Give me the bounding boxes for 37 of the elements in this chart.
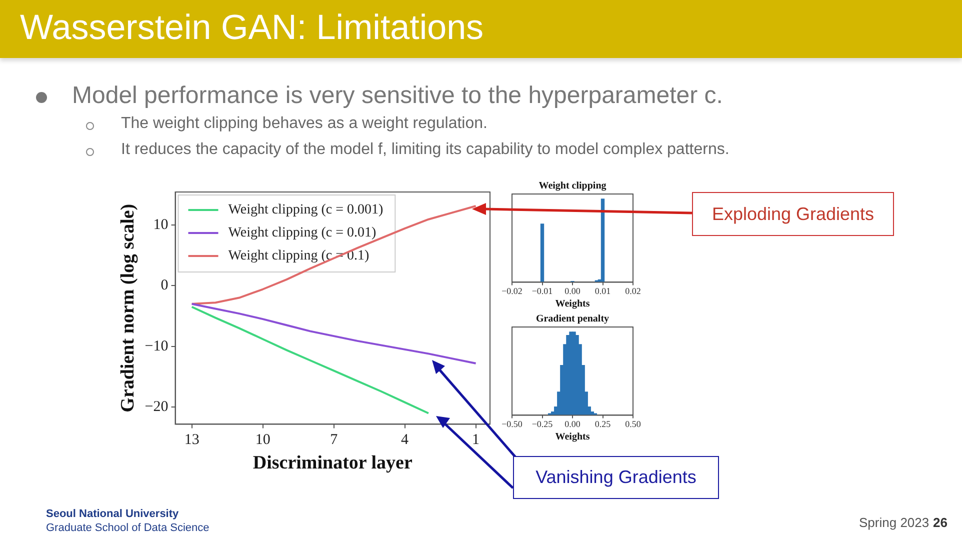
text: Seoul National University [46, 508, 179, 520]
y-tick-label: 0 [160, 278, 168, 294]
text: Model performance is very sensitive to the hyperparameter c. [72, 82, 723, 110]
x-tick-label: 0.50 [625, 418, 642, 429]
x-tick-label: 10 [255, 432, 270, 448]
chart-title: Wasserstein GAN: Limitations [20, 8, 484, 48]
legend-label: Weight clipping (c = 0.01) [228, 226, 376, 241]
x-tick-label: −0.01 [532, 286, 553, 296]
x-tick-label: 0.00 [564, 286, 581, 296]
x-tick-label: 7 [330, 432, 338, 448]
x-axis-title: Discriminator layer [252, 452, 413, 474]
chart-title: Weight clipping [538, 180, 606, 192]
x-tick-label: −0.02 [502, 286, 522, 296]
y-tick-label: −10 [144, 338, 168, 354]
x-tick-label: 1 [472, 432, 480, 448]
text: It reduces the capacity of the model f, limiting its capability to model complex patterns. [121, 141, 730, 159]
text: Graduate School of Data Science [46, 522, 210, 534]
text: Exploding Gradients [692, 192, 894, 236]
x-tick-label: −0.25 [532, 418, 554, 429]
x-tick-label: 0.25 [594, 418, 612, 429]
text: Vanishing Gradients [513, 456, 719, 499]
y-tick-label: −20 [144, 399, 168, 416]
chart-title: Gradient penalty [536, 314, 610, 325]
x-axis-title: Weights [555, 298, 590, 310]
text: 26 [933, 515, 948, 530]
x-axis-title: Weights [555, 432, 590, 443]
text: The weight clipping behaves as a weight regulation. [121, 115, 488, 133]
x-tick-label: −0.50 [502, 418, 523, 429]
y-tick-label: 10 [153, 216, 168, 233]
x-tick-label: 13 [184, 432, 200, 448]
x-tick-label: 0.01 [594, 286, 611, 296]
x-tick-label: 4 [401, 432, 410, 448]
text: Spring 2023 [859, 515, 930, 530]
y-axis-title: Gradient norm (log scale) [117, 204, 138, 412]
x-tick-label: 0.00 [564, 418, 581, 429]
legend-label: Weight clipping (c = 0.001) [228, 202, 384, 218]
x-tick-label: 0.02 [625, 286, 641, 296]
